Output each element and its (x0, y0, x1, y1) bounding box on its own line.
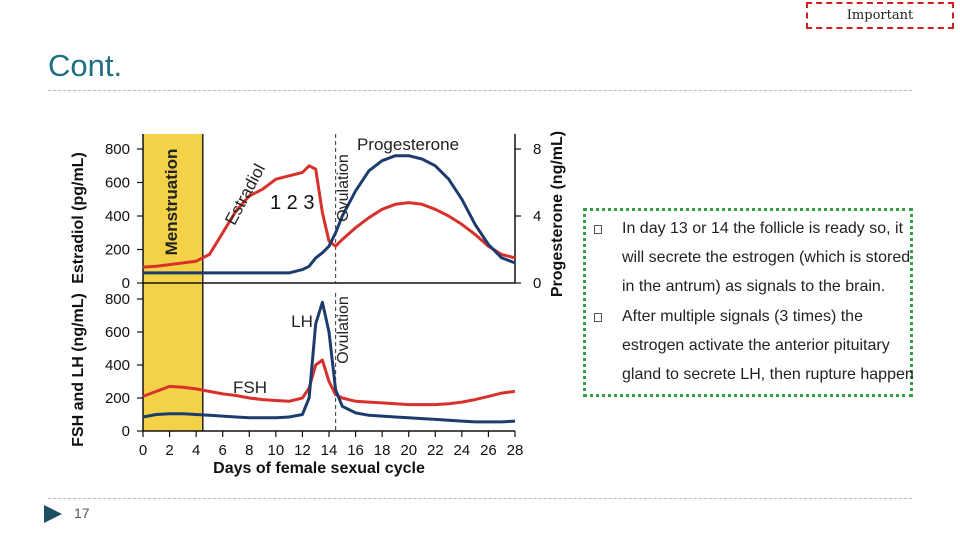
bullet-text: In day 13 or 14 the follicle is ready so… (622, 220, 911, 296)
y-tick-label-left-bottom: 400 (105, 357, 130, 374)
y-tick-label-left-top: 600 (105, 175, 130, 192)
y-tick-label-right: 8 (533, 141, 541, 158)
series-line-progesterone (143, 154, 516, 275)
slide-title: Cont. (48, 48, 123, 83)
x-axis-label: Days of female sexual cycle (213, 460, 425, 477)
y-tick-label-right: 0 (533, 275, 541, 292)
annotation-menstruation: Menstruation (162, 149, 181, 256)
x-tick-label: 22 (427, 442, 444, 459)
y-tick-label-left-top: 200 (105, 242, 130, 259)
x-tick-label: 2 (165, 442, 173, 459)
highlight-box (583, 208, 913, 397)
annotation-estradiol: Estradiol (221, 161, 269, 228)
annotation-ovulation-bottom: Ovulation (335, 296, 352, 364)
x-tick-label: 8 (245, 442, 253, 459)
y-tick-label-left-bottom: 600 (105, 324, 130, 341)
x-tick-label: 14 (321, 442, 338, 459)
x-tick-label: 12 (294, 442, 311, 459)
top-divider (48, 90, 912, 91)
x-tick-label: 10 (268, 442, 285, 459)
bullet-box-icon (594, 312, 602, 322)
x-tick-label: 28 (507, 442, 524, 459)
x-tick-label: 6 (219, 442, 227, 459)
series-line-lh (142, 300, 516, 424)
important-label: Important (806, 2, 954, 29)
bottom-divider (48, 498, 912, 499)
y-tick-label-left-bottom: 0 (122, 423, 130, 440)
series-line-fsh (142, 358, 516, 407)
annotation-signal-count: 1 2 3 (270, 192, 314, 214)
y-axis-label-fsh-lh: FSH and LH (ng/mL) (70, 293, 87, 447)
annotation-fsh: FSH (233, 378, 267, 397)
bullet-text: After multiple signals (3 times) the est… (622, 307, 914, 384)
x-tick-label: 26 (480, 442, 497, 459)
y-tick-label-right: 4 (533, 208, 541, 225)
y-axis-label-estradiol: Estradiol (pg/mL) (70, 152, 87, 284)
x-tick-label: 20 (400, 442, 417, 459)
y-tick-label-left-bottom: 200 (105, 390, 130, 407)
annotation-progesterone: Progesterone (357, 135, 459, 154)
bullet-item: After multiple signals (3 times) the est… (592, 302, 922, 390)
annotation-ovulation-top: Ovulation (335, 154, 352, 222)
y-tick-label-left-top: 800 (105, 141, 130, 158)
x-tick-label: 18 (374, 442, 391, 459)
bullet-item: In day 13 or 14 the follicle is ready so… (592, 214, 922, 302)
x-tick-label: 24 (454, 442, 471, 459)
x-tick-label: 16 (347, 442, 364, 459)
y-tick-label-left-top: 400 (105, 208, 130, 225)
x-tick-label: 0 (139, 442, 147, 459)
page-number: 17 (74, 505, 90, 521)
y-axis-label-progesterone: Progesterone (ng/mL) (549, 131, 566, 297)
series-line-estradiol (142, 164, 516, 269)
y-tick-label-left-top: 0 (122, 275, 130, 292)
y-tick-label-left-bottom: 800 (105, 291, 130, 308)
annotation-lh: LH (291, 312, 313, 331)
x-tick-label: 4 (192, 442, 200, 459)
slide-arrow-icon (44, 505, 62, 523)
bullet-box-icon (594, 225, 602, 234)
bullet-list: In day 13 or 14 the follicle is ready so… (592, 214, 922, 389)
